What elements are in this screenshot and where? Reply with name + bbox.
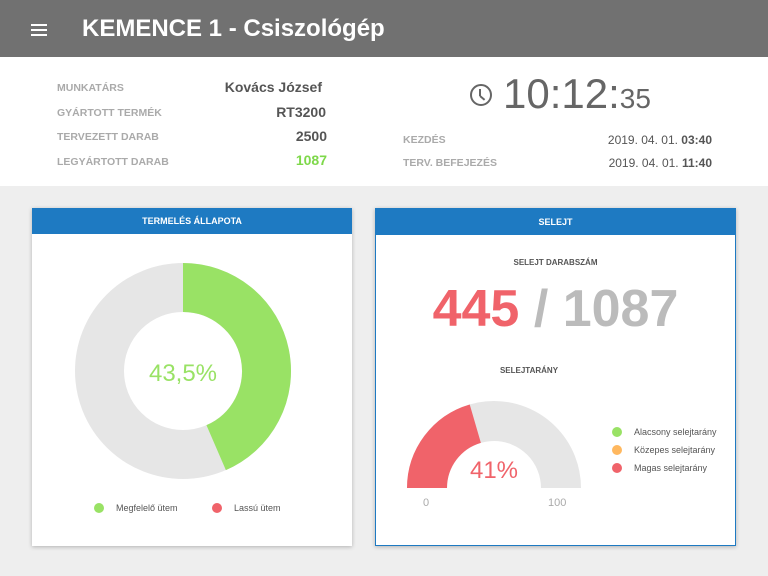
production-card-title: TERMELÉS ÁLLAPOTA — [32, 208, 352, 234]
end-value: 2019. 04. 01. 11:40 — [608, 156, 712, 170]
app-bar: KEMENCE 1 - Csiszológép — [0, 0, 768, 57]
start-value: 2019. 04. 01. 03:40 — [607, 133, 712, 147]
donut-percent: 43,5% — [149, 360, 217, 387]
production-donut: 43,5% — [75, 263, 291, 479]
scrap-count-title: SELEJT DARABSZÁM — [513, 258, 598, 267]
legend-high: Magas selejtarány — [612, 463, 707, 473]
scrap-card-title: SELEJT — [376, 209, 735, 235]
scrap-count: 445 / 1087 — [432, 280, 679, 338]
red-dot-icon — [612, 463, 622, 473]
current-time: 10:12:35 — [503, 70, 651, 117]
gauge-progress — [407, 404, 482, 489]
clock-icon — [470, 84, 492, 106]
start-label: KEZDÉS — [403, 134, 446, 146]
legend-medium: Közepes selejtarány — [612, 445, 715, 455]
end-label: TERV. BEFEJEZÉS — [403, 157, 497, 169]
legend-low: Alacsony selejtarány — [612, 427, 717, 437]
green-dot-icon — [94, 503, 104, 513]
legend-slow: Lassú ütem — [212, 503, 281, 513]
orange-dot-icon — [612, 445, 622, 455]
donut-progress — [182, 263, 291, 471]
info-panel — [0, 57, 768, 186]
product-value: RT3200 — [276, 104, 326, 120]
gauge-max: 100 — [548, 497, 566, 509]
red-dot-icon — [212, 503, 222, 513]
page-title: KEMENCE 1 - Csiszológép — [82, 15, 385, 42]
produced-value: 1087 — [295, 152, 327, 168]
planned-value: 2500 — [295, 128, 327, 144]
planned-label: TERVEZETT DARAB — [57, 131, 159, 143]
scrap-card: SELEJT SELEJT DARABSZÁM 445 / 1087 SELEJ… — [375, 208, 736, 546]
worker-label: MUNKATÁRS — [57, 82, 124, 94]
production-card: TERMELÉS ÁLLAPOTA 43,5% Megfelelő ütem L… — [32, 208, 352, 546]
produced-label: LEGYÁRTOTT DARAB — [57, 156, 169, 168]
scrap-rate-title: SELEJTARÁNY — [499, 366, 559, 375]
hamburger-menu-icon[interactable] — [31, 24, 47, 36]
gauge-percent: 41% — [470, 457, 518, 484]
scrap-gauge: 41% 0 100 — [407, 401, 581, 509]
worker-value: Kovács József — [224, 79, 322, 95]
legend-on-pace: Megfelelő ütem — [94, 503, 178, 513]
gauge-min: 0 — [423, 497, 429, 509]
product-label: GYÁRTOTT TERMÉK — [57, 107, 162, 119]
green-dot-icon — [612, 427, 622, 437]
